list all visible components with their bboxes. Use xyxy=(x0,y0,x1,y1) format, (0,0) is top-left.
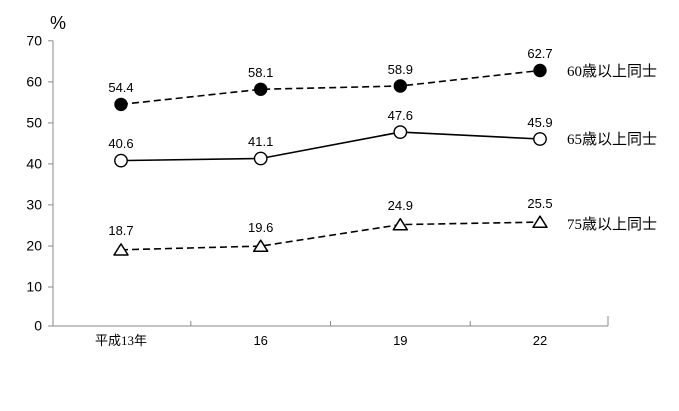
svg-text:%: % xyxy=(50,13,66,33)
svg-text:50: 50 xyxy=(26,115,42,131)
svg-text:20: 20 xyxy=(26,238,42,254)
svg-text:58.9: 58.9 xyxy=(388,62,413,77)
svg-text:41.1: 41.1 xyxy=(248,134,273,149)
svg-text:18.7: 18.7 xyxy=(108,223,133,238)
svg-text:30: 30 xyxy=(26,197,42,213)
svg-text:58.1: 58.1 xyxy=(248,65,273,80)
svg-text:0: 0 xyxy=(34,318,42,334)
svg-text:75歳以上同士: 75歳以上同士 xyxy=(567,216,657,233)
svg-text:45.9: 45.9 xyxy=(527,115,552,130)
svg-text:16: 16 xyxy=(253,333,267,348)
svg-text:62.7: 62.7 xyxy=(527,46,552,61)
svg-text:平成13年: 平成13年 xyxy=(95,333,147,348)
svg-text:65歳以上同士: 65歳以上同士 xyxy=(567,131,657,148)
svg-text:22: 22 xyxy=(533,333,547,348)
svg-text:19.6: 19.6 xyxy=(248,220,273,235)
svg-text:40.6: 40.6 xyxy=(108,136,133,151)
svg-text:60: 60 xyxy=(26,74,42,90)
svg-text:40: 40 xyxy=(26,156,42,172)
svg-text:60歳以上同士: 60歳以上同士 xyxy=(567,63,657,80)
svg-text:24.9: 24.9 xyxy=(388,198,413,213)
svg-text:10: 10 xyxy=(26,279,42,295)
svg-text:19: 19 xyxy=(393,333,407,348)
svg-text:54.4: 54.4 xyxy=(108,80,133,95)
svg-text:70: 70 xyxy=(26,33,42,49)
svg-text:47.6: 47.6 xyxy=(388,108,413,123)
svg-text:25.5: 25.5 xyxy=(527,196,552,211)
